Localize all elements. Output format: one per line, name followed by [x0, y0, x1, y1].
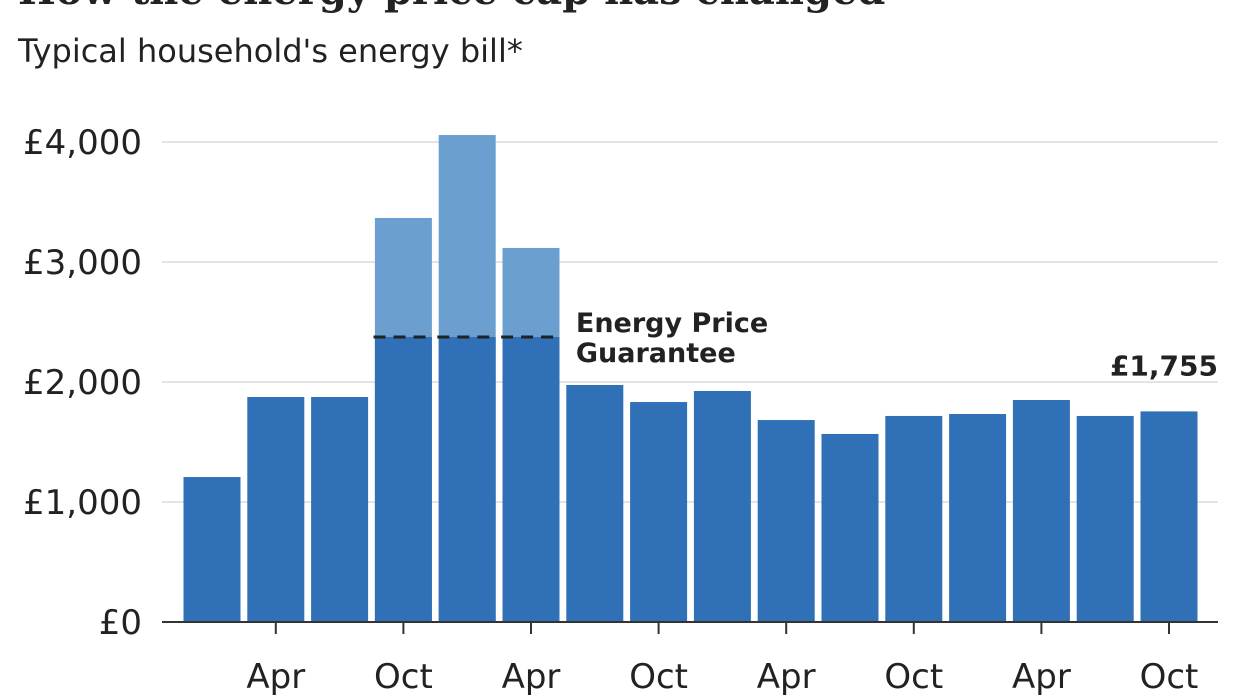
bar: [1012, 400, 1070, 622]
bar: [821, 433, 879, 622]
chart-subtitle: Typical household's energy bill*: [17, 32, 523, 70]
x-tick-label: Apr: [246, 657, 305, 697]
bar-guarantee: [374, 337, 432, 622]
y-tick-label: £0: [99, 603, 142, 643]
bar: [693, 391, 751, 622]
x-tick-label: Oct: [629, 657, 688, 697]
bar: [885, 415, 943, 622]
bar: [311, 397, 369, 622]
x-tick-label: Oct: [884, 657, 943, 697]
x-tick-label: Apr: [1012, 657, 1071, 697]
bar: [1076, 415, 1134, 622]
x-tick-label: Apr: [757, 657, 816, 697]
annotation: Energy Price: [576, 308, 768, 339]
y-tick-label: £3,000: [23, 243, 142, 283]
bar: [630, 402, 688, 622]
bar: [757, 420, 815, 622]
y-tick-label: £4,000: [23, 123, 142, 163]
bar: [247, 397, 305, 622]
annotation: Guarantee: [576, 338, 736, 369]
y-tick-label: £2,000: [23, 363, 142, 403]
x-tick-label: Oct: [374, 657, 433, 697]
x-tick-label: Oct: [1140, 657, 1199, 697]
x-tick-label: Apr: [502, 657, 561, 697]
bar: [949, 414, 1007, 622]
chart-title: How the energy price cap has changed: [18, 0, 885, 14]
y-tick-label: £1,000: [23, 483, 142, 523]
value-label: £1,755: [1110, 349, 1218, 382]
bar-guarantee: [438, 337, 496, 622]
bar-guarantee: [502, 337, 560, 622]
bar: [566, 385, 624, 622]
bar: [183, 477, 241, 622]
bar: [1140, 411, 1198, 622]
